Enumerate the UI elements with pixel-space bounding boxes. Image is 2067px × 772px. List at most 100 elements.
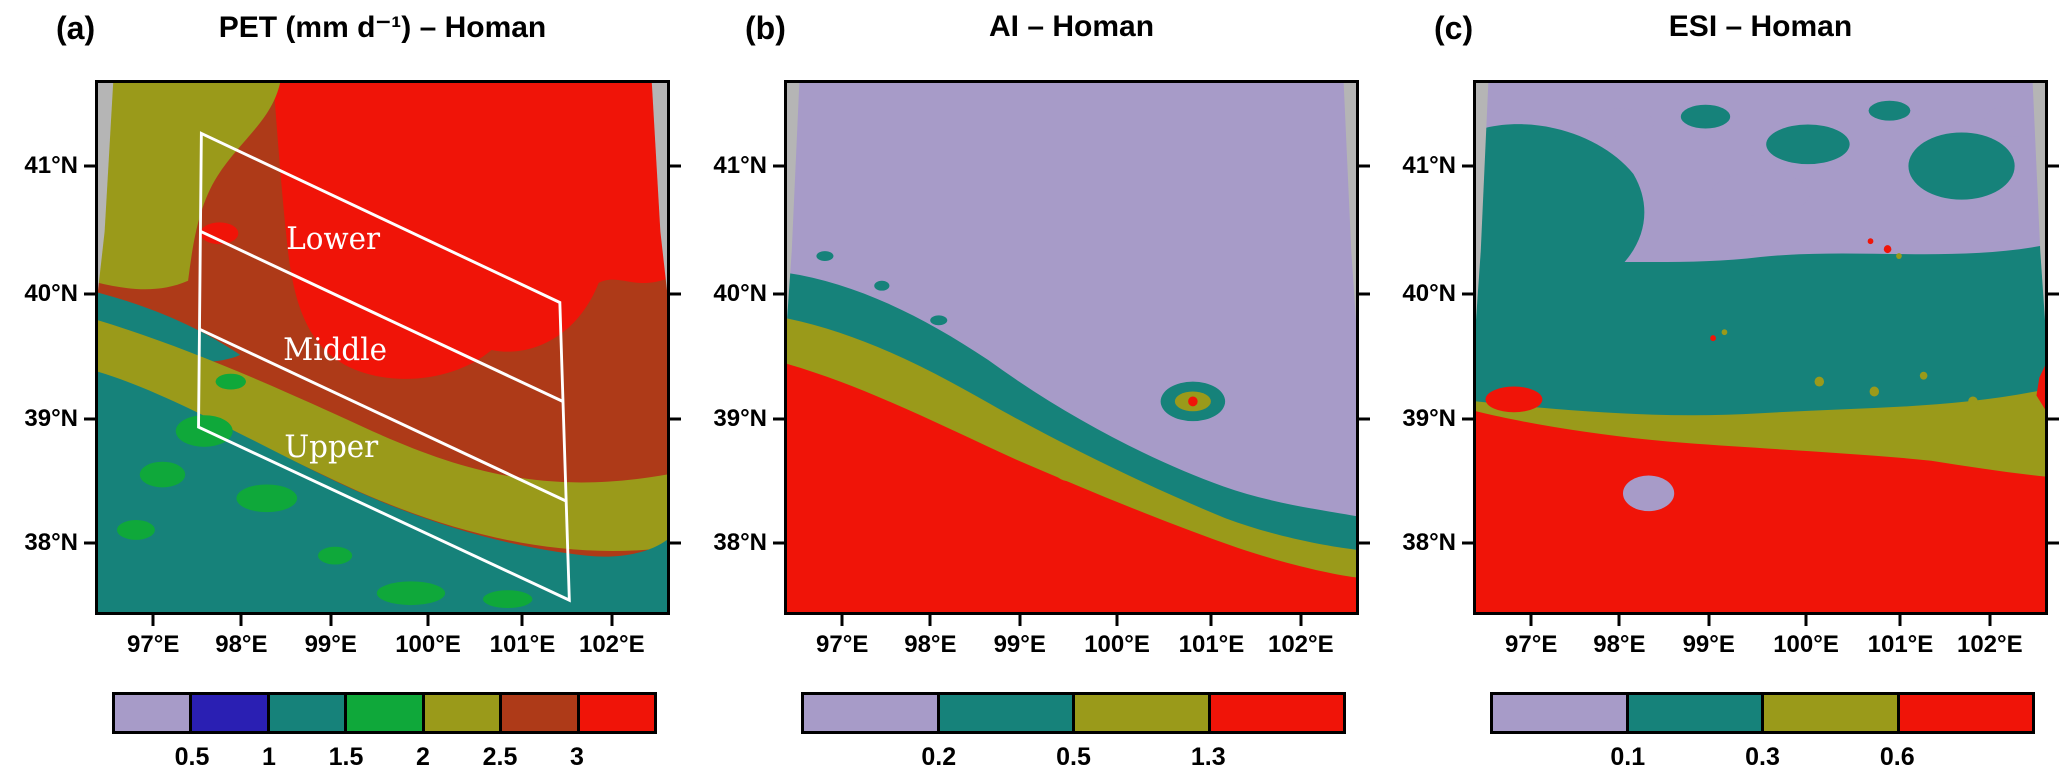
map-edge-right [2032, 83, 2045, 321]
lon-label: 100°E [395, 631, 461, 658]
lon-tick [239, 615, 243, 626]
esi-purple-lake [1622, 475, 1675, 512]
esi-teal-patches [1680, 100, 2015, 200]
lon-tick [1299, 615, 1303, 626]
panel-letter-b: (b) [745, 10, 786, 46]
lat-label: 41°N [713, 151, 767, 179]
colorbar-tick-label: 0.5 [1056, 743, 1091, 771]
lon-label: 102°E [578, 631, 645, 658]
lat-tick [1462, 417, 1473, 421]
lat-tick [670, 541, 681, 545]
colorbar-segment [1761, 695, 1897, 731]
colorbar-tick-label: 0.1 [1610, 743, 1646, 771]
colorbar-tick-label: 0.3 [1745, 743, 1780, 771]
map-b-raster [787, 83, 1356, 612]
lat-tick [773, 541, 784, 545]
lat-label: 40°N [713, 279, 767, 307]
lon-tick [329, 615, 333, 626]
lon-tick [1018, 615, 1022, 626]
lon-tick [610, 615, 614, 626]
lon-label: 101°E [1867, 631, 1934, 658]
lon-label: 98°E [904, 631, 957, 658]
ai-island-red [1188, 396, 1198, 407]
colorbar-segment [576, 695, 654, 731]
map-edge-left [1476, 83, 1489, 321]
panel-title-a: PET (mm d⁻¹) – Homan [218, 11, 547, 44]
lat-tick [2048, 417, 2059, 421]
colorbar-tick-label: 3 [570, 743, 584, 771]
lat-tick [1359, 292, 1370, 296]
map-edge-left [787, 83, 800, 321]
esi-teal-northwest [1476, 124, 1645, 290]
lat-tick [670, 417, 681, 421]
esi-olive-speckles [1814, 371, 1978, 407]
region-label-lower: Lower [286, 222, 380, 258]
colorbar-c: 0.1 0.3 0.6 [1490, 692, 2035, 771]
lat-label: 38°N [1402, 528, 1456, 556]
lat-tick [84, 417, 95, 421]
pet-red-region [273, 83, 667, 379]
ai-teal-speckles [816, 251, 948, 326]
esi-teal-band [1476, 245, 2045, 421]
lon-label: 98°E [1593, 631, 1646, 658]
lon-tick [1898, 615, 1902, 626]
colorbar-segment [1207, 695, 1343, 731]
lat-tick [1462, 164, 1473, 168]
lon-label: 97°E [127, 631, 180, 658]
lon-tick [1707, 615, 1711, 626]
lat-label: 41°N [1402, 151, 1456, 179]
colorbar-segment [1072, 695, 1208, 731]
colorbar-b: 0.2 0.5 1.3 [801, 692, 1346, 771]
lat-tick [773, 292, 784, 296]
panel-title-b: AI – Homan [988, 10, 1155, 43]
esi-red-east-sliver [2036, 365, 2045, 410]
lon-tick [1804, 615, 1808, 626]
map-c: 41°N 40°N 39°N 38°N 97°E 98°E 99°E 100°E… [1402, 80, 2059, 658]
ai-red-region [787, 363, 1356, 612]
colorbar-segment [1625, 695, 1761, 731]
lon-label: 100°E [1084, 631, 1150, 658]
lon-tick [928, 615, 932, 626]
lon-label: 101°E [489, 631, 556, 658]
lat-tick [1359, 417, 1370, 421]
lat-tick [773, 417, 784, 421]
lon-tick [426, 615, 430, 626]
lon-tick [151, 615, 155, 626]
lat-label: 39°N [1402, 404, 1456, 432]
lat-label: 40°N [24, 279, 78, 307]
colorbar-segment [804, 695, 937, 731]
lon-label: 99°E [1682, 631, 1735, 658]
panel-c: (c) ESI – Homan [1378, 0, 2067, 772]
colorbar-segment [1896, 695, 2032, 731]
pet-teal-south [98, 371, 667, 612]
lon-label: 101°E [1178, 631, 1245, 658]
colorbar-tick-label: 0.6 [1879, 743, 1915, 771]
colorbar-tick-label: 0.2 [921, 743, 957, 771]
colorbar-segment [115, 695, 190, 731]
lat-tick [2048, 541, 2059, 545]
lon-tick [1529, 615, 1533, 626]
lon-label: 97°E [816, 631, 869, 658]
colorbar-segment [189, 695, 267, 731]
map-b: 41°N 40°N 39°N 38°N 97°E 98°E 99°E 100°E… [713, 80, 1370, 658]
lat-label: 38°N [713, 528, 767, 556]
lat-label: 39°N [24, 404, 78, 432]
colorbar-tick-label: 2.5 [482, 743, 518, 771]
lon-tick [520, 615, 524, 626]
lat-tick [2048, 164, 2059, 168]
map-edge-left [98, 83, 114, 291]
colorbar-tick-label: 1 [262, 743, 276, 771]
pet-olive-northwest [98, 83, 281, 290]
pet-green-patches [116, 373, 533, 609]
oasis-outline [197, 131, 571, 603]
lat-label: 40°N [1402, 279, 1456, 307]
esi-red-region [1476, 411, 2045, 612]
lat-tick [84, 164, 95, 168]
lat-tick [1462, 292, 1473, 296]
colorbar-tick-label: 0.5 [174, 743, 210, 771]
lon-label: 102°E [1956, 631, 2023, 658]
lon-label: 98°E [215, 631, 268, 658]
lat-tick [2048, 292, 2059, 296]
colorbar-tick-label: 1.5 [328, 743, 364, 771]
esi-olive-fringe [1476, 389, 2045, 481]
